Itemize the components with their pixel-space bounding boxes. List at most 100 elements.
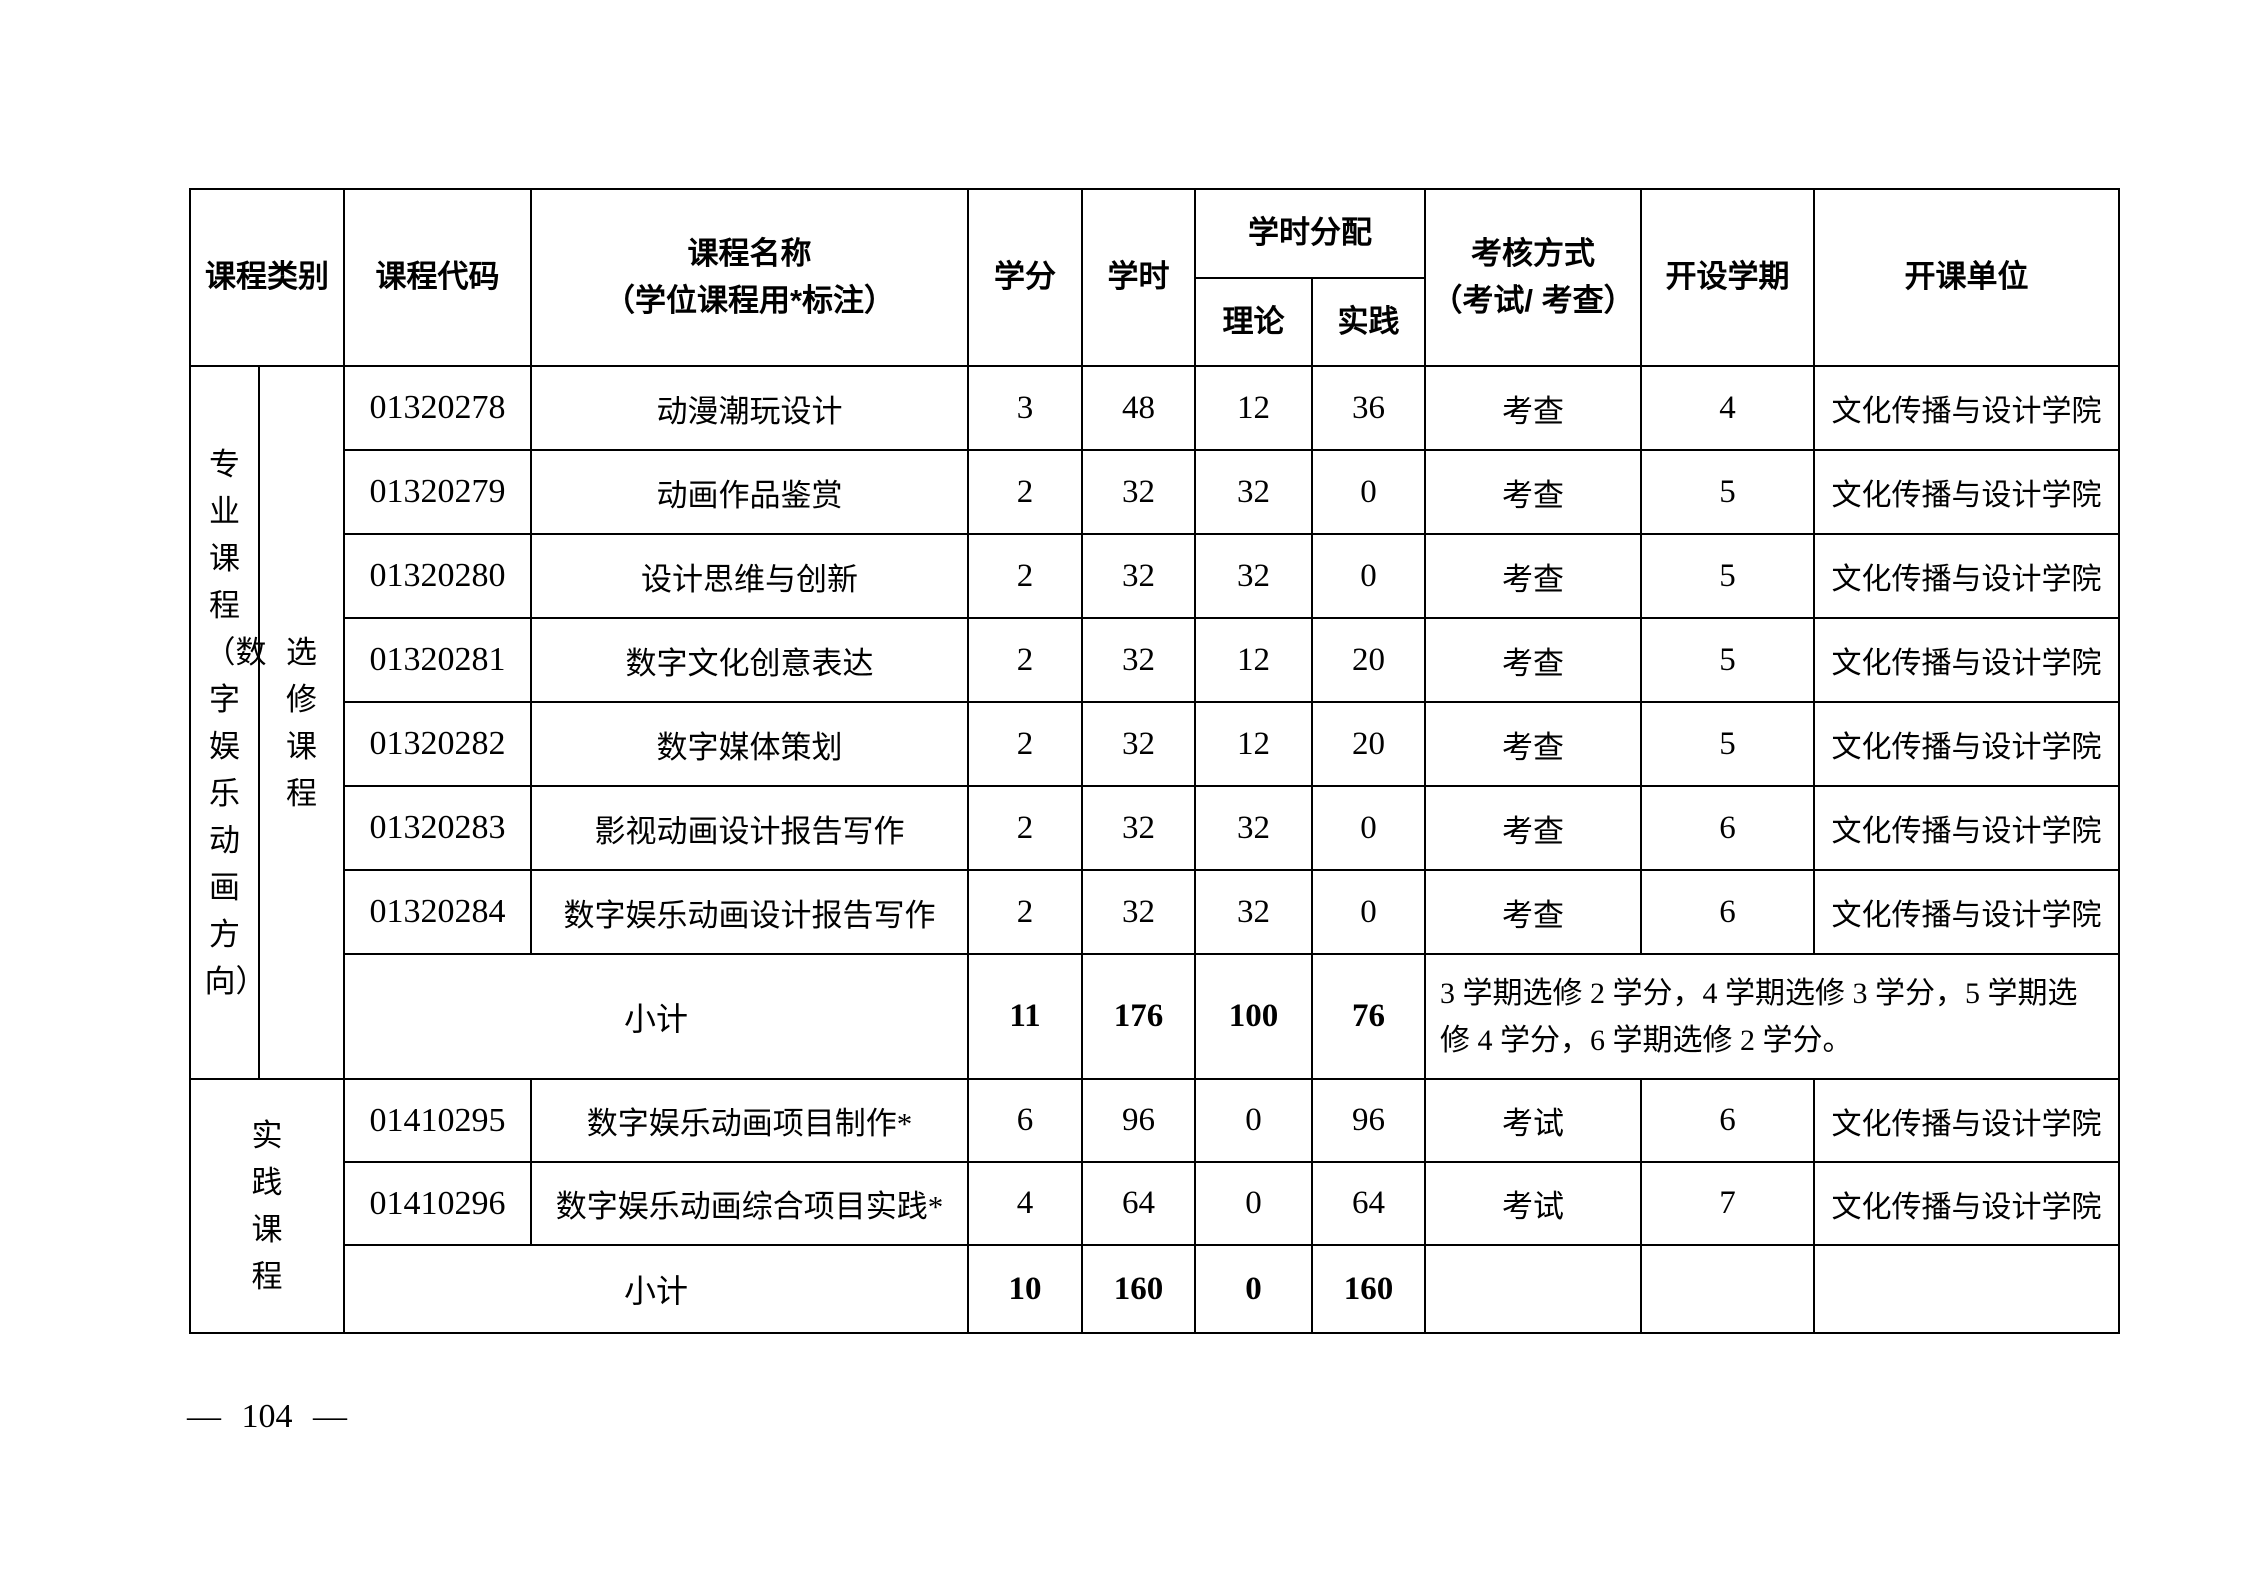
theory-hours-cell: 32 [1194, 449, 1313, 535]
subtotal-theory-cell: 100 [1194, 953, 1313, 1080]
curriculum-table: 课程类别 课程代码 课程名称 （学位课程用*标注） 学分 学时 学时分配 考核方… [189, 188, 2120, 1334]
empty-semester-cell [1640, 1244, 1815, 1334]
hours-cell: 32 [1081, 617, 1196, 703]
course-code-cell: 01320278 [343, 365, 532, 451]
semester-cell: 5 [1640, 449, 1815, 535]
unit-cell: 文化传播与设计学院 [1813, 533, 2120, 619]
course-name-cell: 数字媒体策划 [530, 701, 969, 787]
hours-cell: 32 [1081, 533, 1196, 619]
course-row: 01320282 数字媒体策划 2 32 12 20 考查 5 文化传播与设计学… [190, 701, 2120, 787]
course-name-cell: 设计思维与创新 [530, 533, 969, 619]
header-assessment: 考核方式 （考试/ 考查） [1424, 188, 1642, 367]
header-unit: 开课单位 [1813, 188, 2120, 367]
credits-cell: 2 [967, 785, 1083, 871]
subtotal-practice-cell: 76 [1311, 953, 1426, 1080]
credits-cell: 2 [967, 533, 1083, 619]
course-name-cell: 数字娱乐动画综合项目实践* [530, 1161, 969, 1246]
header-course-code: 课程代码 [343, 188, 532, 367]
subtotal-theory-cell: 0 [1194, 1244, 1313, 1334]
theory-hours-cell: 12 [1194, 701, 1313, 787]
course-name-cell: 动漫潮玩设计 [530, 365, 969, 451]
category-major-label: 专业课程（数字娱乐动画方向） [204, 446, 267, 999]
assessment-cell: 考查 [1424, 617, 1642, 703]
practice-hours-cell: 64 [1311, 1161, 1426, 1246]
theory-hours-cell: 12 [1194, 617, 1313, 703]
theory-hours-cell: 32 [1194, 785, 1313, 871]
practice-hours-cell: 96 [1311, 1078, 1426, 1163]
course-code-cell: 01320280 [343, 533, 532, 619]
course-row: 01320280 设计思维与创新 2 32 32 0 考查 5 文化传播与设计学… [190, 533, 2120, 619]
credits-cell: 2 [967, 869, 1083, 955]
course-code-cell: 01320283 [343, 785, 532, 871]
theory-hours-cell: 0 [1194, 1078, 1313, 1163]
course-row: 专业课程（数字娱乐动画方向） 选修课程 01320278 动漫潮玩设计 3 48… [189, 365, 2120, 1080]
practice-hours-cell: 20 [1311, 701, 1426, 787]
theory-hours-cell: 32 [1194, 533, 1313, 619]
semester-cell: 5 [1640, 533, 1815, 619]
course-name-cell: 影视动画设计报告写作 [530, 785, 969, 871]
course-name-cell: 数字娱乐动画设计报告写作 [530, 869, 969, 955]
subtotal-row-practice: 小计 10 160 0 160 [190, 1244, 2120, 1334]
hours-cell: 32 [1081, 449, 1196, 535]
assessment-cell: 考查 [1424, 701, 1642, 787]
theory-hours-cell: 0 [1194, 1161, 1313, 1246]
credits-cell: 4 [967, 1161, 1083, 1246]
course-row: 实践课程 01410295 数字娱乐动画项目制作* 6 96 0 96 考试 6… [189, 1078, 2120, 1334]
elective-note-cell: 3 学期选修 2 学分，4 学期选修 3 学分，5 学期选修 4 学分，6 学期… [1424, 953, 2120, 1080]
semester-cell: 6 [1640, 869, 1815, 955]
subtotal-hours-cell: 160 [1081, 1244, 1196, 1334]
course-name-cell: 动画作品鉴赏 [530, 449, 969, 535]
assessment-cell: 考查 [1424, 533, 1642, 619]
course-code-cell: 01320284 [343, 869, 532, 955]
header-hours-distribution: 学时分配 [1194, 188, 1426, 279]
hours-cell: 48 [1081, 365, 1196, 451]
assessment-cell: 考试 [1424, 1078, 1642, 1163]
header-semester: 开设学期 [1640, 188, 1815, 367]
subtotal-credits-cell: 10 [967, 1244, 1083, 1334]
semester-cell: 6 [1640, 1078, 1815, 1163]
header-course-category: 课程类别 [189, 188, 345, 367]
hours-cell: 96 [1081, 1078, 1196, 1163]
hours-cell: 32 [1081, 869, 1196, 955]
course-row: 01410296 数字娱乐动画综合项目实践* 4 64 0 64 考试 7 文化… [190, 1161, 2120, 1246]
page-number: — 104 — [187, 1398, 347, 1435]
credits-cell: 6 [967, 1078, 1083, 1163]
hours-cell: 32 [1081, 701, 1196, 787]
category-practice-label: 实践课程 [251, 1118, 283, 1294]
practice-hours-cell: 0 [1311, 449, 1426, 535]
semester-cell: 7 [1640, 1161, 1815, 1246]
practice-hours-cell: 20 [1311, 617, 1426, 703]
assessment-cell: 考试 [1424, 1161, 1642, 1246]
category-elective-cell: 选修课程 [258, 365, 345, 1080]
practice-hours-cell: 0 [1311, 869, 1426, 955]
course-code-cell: 01410296 [343, 1161, 532, 1246]
header-theory: 理论 [1194, 277, 1313, 367]
course-name-cell: 数字娱乐动画项目制作* [530, 1078, 969, 1163]
unit-cell: 文化传播与设计学院 [1813, 869, 2120, 955]
semester-cell: 5 [1640, 617, 1815, 703]
unit-cell: 文化传播与设计学院 [1813, 785, 2120, 871]
category-elective-label: 选修课程 [286, 634, 317, 811]
course-name-cell: 数字文化创意表达 [530, 617, 969, 703]
practice-hours-cell: 0 [1311, 785, 1426, 871]
assessment-cell: 考查 [1424, 869, 1642, 955]
semester-cell: 5 [1640, 701, 1815, 787]
empty-unit-cell [1813, 1244, 2120, 1334]
semester-cell: 6 [1640, 785, 1815, 871]
subtotal-credits-cell: 11 [967, 953, 1083, 1080]
unit-cell: 文化传播与设计学院 [1813, 701, 2120, 787]
theory-hours-cell: 12 [1194, 365, 1313, 451]
course-code-cell: 01320282 [343, 701, 532, 787]
credits-cell: 2 [967, 701, 1083, 787]
header-practice: 实践 [1311, 277, 1426, 367]
course-row: 01320284 数字娱乐动画设计报告写作 2 32 32 0 考查 6 文化传… [190, 869, 2120, 955]
practice-hours-cell: 36 [1311, 365, 1426, 451]
assessment-cell: 考查 [1424, 449, 1642, 535]
assessment-cell: 考查 [1424, 785, 1642, 871]
subtotal-label-cell: 小计 [343, 1244, 969, 1334]
category-practice-cell: 实践课程 [189, 1078, 345, 1334]
category-major-cell: 专业课程（数字娱乐动画方向） [189, 365, 267, 1080]
subtotal-row-elective: 小计 11 176 100 76 3 学期选修 2 学分，4 学期选修 3 学分… [190, 953, 2120, 1080]
course-row: 01320281 数字文化创意表达 2 32 12 20 考查 5 文化传播与设… [190, 617, 2120, 703]
